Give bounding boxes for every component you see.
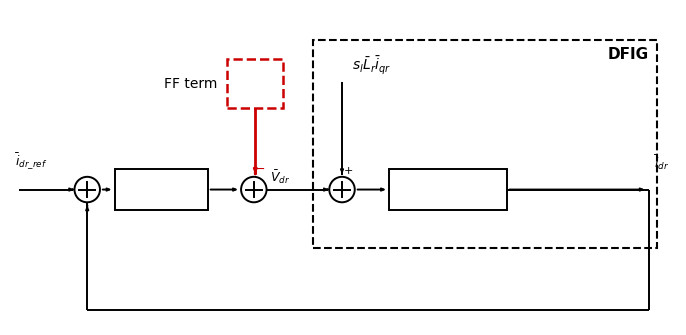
Text: −: − [75,193,86,205]
Text: $s_l\bar{L}_r\bar{i}_{qr}$: $s_l\bar{L}_r\bar{i}_{qr}$ [352,55,391,77]
Bar [389,169,507,210]
Text: $G_r(s)$: $G_r(s)$ [431,181,465,198]
Text: +: + [344,166,353,176]
Circle shape [75,177,100,202]
Text: −: − [255,163,265,176]
Bar [313,40,657,248]
Text: DFIG: DFIG [608,48,649,62]
Text: +: + [242,177,252,187]
Text: $C_{dr}(s)$: $C_{dr}(s)$ [142,181,180,198]
Circle shape [241,177,267,202]
Text: $\bar{V}_{dr}$: $\bar{V}_{dr}$ [270,168,291,186]
Text: $\tilde{s}_l\bar{L}_r\tilde{i}_{qr}$: $\tilde{s}_l\bar{L}_r\tilde{i}_{qr}$ [235,72,275,95]
Bar [227,59,283,108]
Circle shape [329,177,355,202]
Text: +: + [330,177,340,187]
Bar [115,169,208,210]
Text: $\bar{i}_{dr}$: $\bar{i}_{dr}$ [654,153,669,172]
Text: +: + [75,177,85,187]
Text: $\bar{i}_{dr\_ref}$: $\bar{i}_{dr\_ref}$ [14,152,47,172]
Text: FF term: FF term [164,77,217,91]
